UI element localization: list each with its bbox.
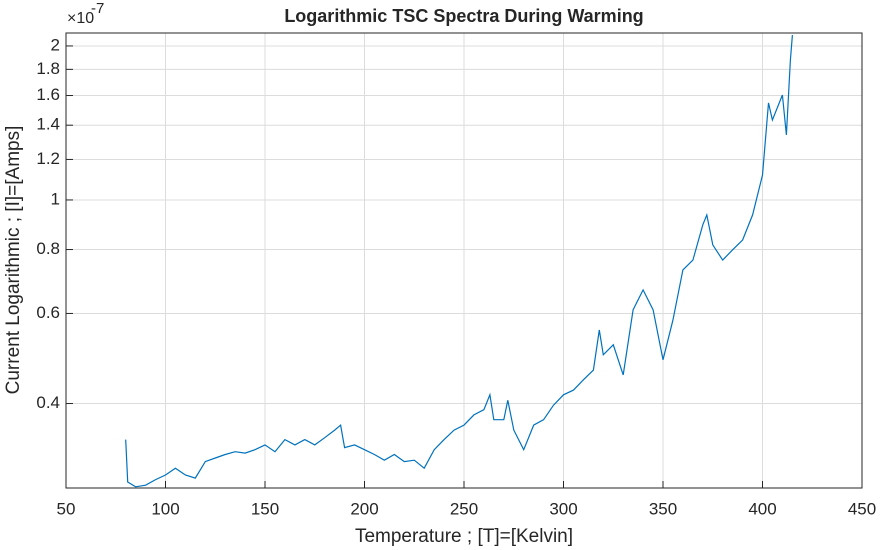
y-tick-label: 1 bbox=[51, 189, 60, 208]
x-tick-label: 200 bbox=[350, 499, 378, 518]
x-tick-label: 400 bbox=[748, 499, 776, 518]
y-exponent: -7 bbox=[91, 0, 104, 17]
x-tick-label: 300 bbox=[549, 499, 577, 518]
x-tick-label: 450 bbox=[848, 499, 876, 518]
y-tick-label: 1.8 bbox=[36, 59, 60, 78]
x-tick-label: 50 bbox=[57, 499, 76, 518]
x-tick-label: 100 bbox=[151, 499, 179, 518]
y-axis-label: Current Logarithmic ; [I]=[Amps] bbox=[3, 126, 24, 395]
x-axis-label: Temperature ; [T]=[Kelvin] bbox=[355, 526, 573, 547]
data-line bbox=[125, 35, 793, 488]
y-tick-label: 2 bbox=[51, 35, 60, 54]
y-tick-label: 1.2 bbox=[36, 149, 60, 168]
plot-frame bbox=[65, 32, 863, 489]
y-tick-label: 0.6 bbox=[36, 303, 60, 322]
y-tick-label: 1.4 bbox=[36, 115, 60, 134]
x-tick-label: 250 bbox=[450, 499, 478, 518]
chart-title: Logarithmic TSC Spectra During Warming bbox=[284, 6, 643, 26]
y-tick-label: 0.8 bbox=[36, 239, 60, 258]
y-exponent-base: ×10 bbox=[67, 10, 94, 27]
y-tick-label: 0.4 bbox=[36, 393, 60, 412]
x-tick-label: 350 bbox=[649, 499, 677, 518]
x-tick-label: 150 bbox=[251, 499, 279, 518]
y-tick-label: 1.6 bbox=[36, 85, 60, 104]
